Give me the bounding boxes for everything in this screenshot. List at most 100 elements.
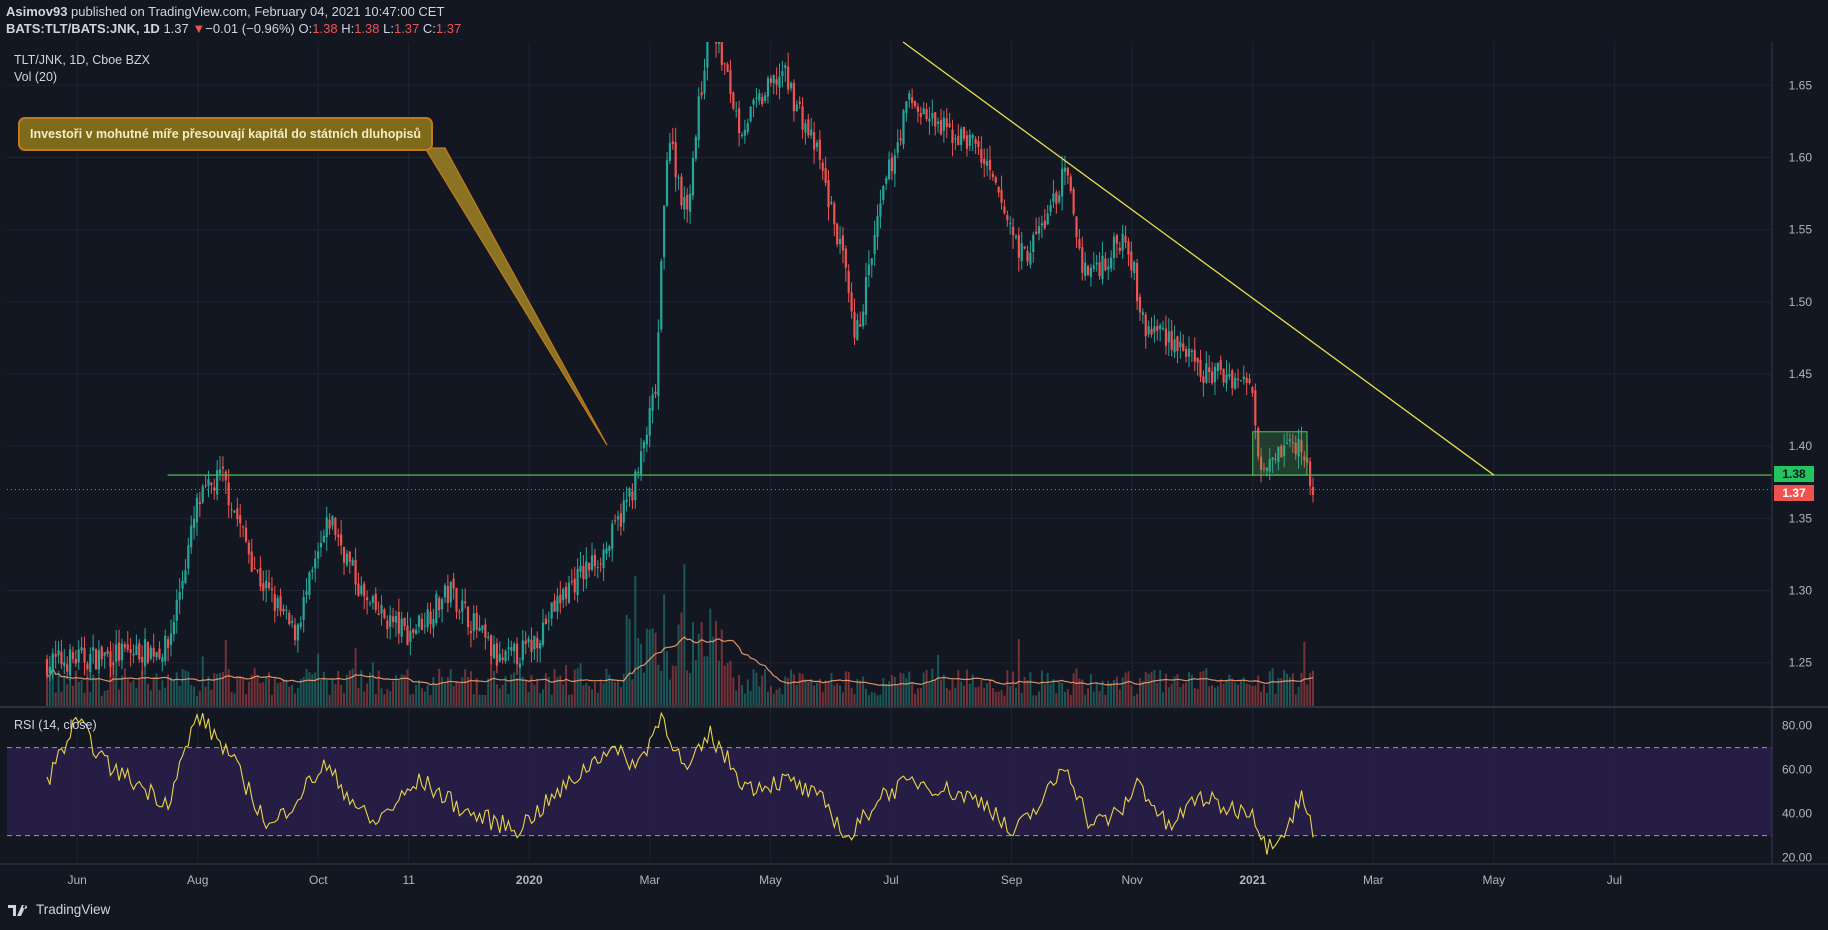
candle-body (922, 108, 925, 115)
candle-body (337, 534, 340, 538)
volume-bar (1196, 688, 1199, 706)
candle-body (371, 596, 374, 603)
candle-body (1159, 325, 1162, 330)
author-name[interactable]: Asimov93 (6, 4, 68, 19)
candle-body (1107, 266, 1110, 270)
candle-body (394, 615, 398, 623)
candle-body (458, 611, 461, 613)
candle-body (296, 624, 299, 641)
volume-bar (1000, 690, 1003, 706)
candle-body (415, 629, 418, 635)
candle-body (149, 647, 152, 659)
volume-bar (1193, 688, 1196, 706)
candle-body (913, 100, 917, 107)
candle-body (106, 650, 109, 654)
volume-bar (187, 671, 190, 706)
candle-body (83, 648, 86, 663)
candle-body (221, 466, 225, 469)
volume-bar (77, 681, 80, 706)
volume-bar (686, 670, 689, 706)
candle-body (1055, 192, 1058, 204)
candle-body (1234, 377, 1237, 389)
volume-bar (305, 668, 308, 706)
candle-body (1182, 343, 1185, 351)
volume-bar (885, 684, 888, 706)
volume-bar (239, 676, 242, 706)
candle-body (1193, 349, 1196, 362)
candle-body (1069, 176, 1072, 191)
candle-body (781, 71, 784, 77)
volume-bar (1049, 684, 1052, 706)
candle-body (210, 482, 213, 486)
volume-bar (1280, 678, 1283, 706)
candle-body (651, 394, 654, 411)
candle-body (810, 129, 813, 136)
candle-body (726, 64, 729, 72)
open-label: O: (298, 21, 313, 36)
volume-bar (657, 664, 660, 706)
candle-body (608, 546, 611, 551)
volume-bar (830, 673, 833, 706)
volume-bar (553, 669, 556, 706)
candle-body (787, 66, 790, 90)
volume-bar (1167, 687, 1170, 706)
candle-body (1248, 378, 1251, 384)
volume-bar (322, 671, 325, 706)
volume-bar (853, 694, 856, 706)
candle-body (328, 519, 331, 529)
tradingview-logo[interactable]: TradingView (8, 902, 110, 917)
volume-bar (426, 685, 429, 706)
annotation-callout[interactable]: Investoři v mohutné míře přesouvají kapi… (18, 117, 434, 151)
volume-bar (591, 689, 594, 706)
candle-body (250, 551, 253, 572)
last-price-tag: 1.37 (1774, 485, 1814, 501)
last-price: 1.37 (163, 21, 189, 36)
candle-body (1063, 167, 1067, 172)
volume-bar (472, 694, 475, 706)
volume-bar (1187, 672, 1190, 706)
price-tick-label: 1.40 (1789, 439, 1813, 453)
rsi-tick-label: 40.00 (1782, 807, 1812, 821)
volume-bar (403, 674, 406, 706)
volume-bar (227, 669, 230, 706)
candle-body (478, 627, 481, 632)
candle-body (1144, 314, 1147, 337)
volume-bar (576, 668, 579, 706)
volume-bar (1095, 683, 1098, 706)
candle-body (628, 488, 631, 497)
volume-bar (438, 668, 441, 706)
candle-body (614, 520, 617, 522)
candle-body (1072, 189, 1075, 214)
volume-bar (1231, 678, 1234, 706)
candle-body (801, 106, 804, 130)
volume-bar (746, 679, 749, 706)
candle-body (152, 647, 155, 657)
volume-bar (1081, 679, 1084, 706)
volume-bar (689, 673, 692, 706)
volume-bar (945, 687, 948, 706)
volume-bar (409, 694, 412, 706)
candle-body (622, 500, 625, 523)
volume-bar (115, 674, 118, 706)
volume-bar (1271, 668, 1274, 706)
candle-body (1245, 377, 1248, 383)
candle-body (1118, 247, 1121, 252)
volume-bar (455, 682, 458, 706)
volume-legend[interactable]: Vol (20) (14, 70, 58, 84)
volume-bar (141, 670, 144, 706)
rsi-legend[interactable]: RSI (14, close) (14, 718, 97, 732)
volume-bar (818, 678, 821, 706)
series-legend[interactable]: TLT/JNK, 1D, Cboe BZX (14, 53, 150, 67)
volume-bar (195, 695, 198, 706)
volume-bar (977, 686, 980, 706)
candle-body (887, 159, 891, 179)
candle-body (637, 471, 640, 474)
volume-bar (954, 687, 957, 706)
candle-body (169, 633, 173, 645)
volume-bar (1043, 684, 1046, 706)
volume-bar (614, 682, 617, 706)
candle-body (184, 570, 187, 583)
volume-bar (859, 680, 862, 706)
volume-bar (343, 692, 346, 706)
volume-bar (1055, 693, 1058, 706)
